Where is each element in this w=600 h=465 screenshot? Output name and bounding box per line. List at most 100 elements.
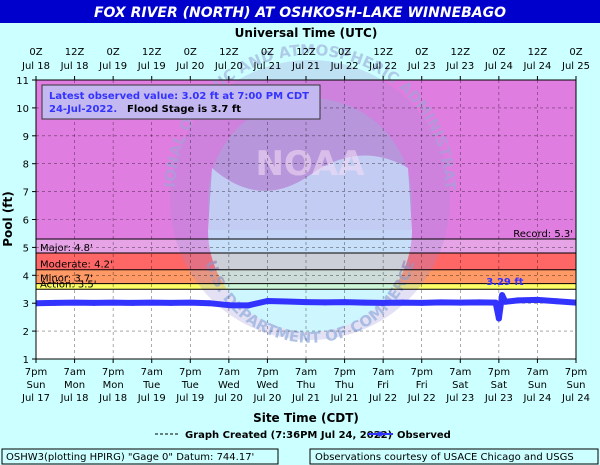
top-tick-label: 0Z <box>338 47 351 58</box>
y-tick-label: 7 <box>23 188 29 199</box>
observed-point <box>129 299 136 306</box>
legend: Graph Created (7:36PM Jul 24, 2022) Obse… <box>155 430 451 441</box>
bottom-tick-day: Sun <box>26 380 45 391</box>
bottom-tick-date: Jul 20 <box>252 393 281 404</box>
bottom-tick-date: Jul 19 <box>175 393 204 404</box>
top-tick-date: Jul 23 <box>407 61 436 72</box>
bottom-tick-day: Sat <box>452 380 468 391</box>
top-tick-date: Jul 25 <box>561 61 590 72</box>
top-tick-label: 12Z <box>296 47 316 58</box>
top-tick-label: 0Z <box>184 47 197 58</box>
record-stage-label: Record: 5.3' <box>513 229 573 240</box>
bottom-tick-date: Jul 21 <box>291 393 320 404</box>
observed-point <box>225 302 232 309</box>
bottom-tick-time: 7pm <box>333 367 355 378</box>
bottom-tick-date: Jul 24 <box>561 393 590 404</box>
top-tick-label: 0Z <box>492 47 505 58</box>
observed-point <box>90 299 97 306</box>
moderate-stage-label: Moderate: 4.2' <box>40 260 113 271</box>
bottom-tick-date: Jul 18 <box>98 393 127 404</box>
observed-point <box>245 302 252 309</box>
top-tick-label: 0Z <box>107 47 120 58</box>
top-tick-date: Jul 19 <box>98 61 127 72</box>
top-tick-label: 0Z <box>569 47 582 58</box>
top-tick-label: 12Z <box>373 47 393 58</box>
top-tick-date: Jul 18 <box>21 61 50 72</box>
top-tick-label: 12Z <box>528 47 548 58</box>
bottom-tick-day: Tue <box>181 380 199 391</box>
top-tick-date: Jul 23 <box>445 61 474 72</box>
latest-observed-date: 24-Jul-2022. <box>49 104 117 115</box>
observed-point <box>495 315 502 322</box>
y-tick-label: 11 <box>16 76 29 87</box>
observed-point <box>303 299 309 306</box>
top-tick-date: Jul 24 <box>522 61 551 72</box>
y-tick-label: 8 <box>23 160 29 171</box>
bottom-tick-day: Wed <box>257 380 279 391</box>
footer-right-box <box>309 448 599 465</box>
legend-observed: Observed <box>397 430 451 441</box>
y-tick-label: 10 <box>16 104 29 115</box>
title-bar <box>0 0 600 23</box>
top-tick-date: Jul 22 <box>368 61 397 72</box>
flood-stage-note: Flood Stage is 3.7 ft <box>127 104 241 115</box>
bottom-tick-time: 7am <box>295 367 317 378</box>
observed-point <box>360 299 367 306</box>
chart-title: FOX RIVER (NORTH) AT OSHKOSH-LAKE WINNEB… <box>94 5 506 21</box>
bottom-tick-time: 7am <box>218 367 240 378</box>
top-tick-label: 0Z <box>415 47 428 58</box>
observed-point <box>418 299 425 306</box>
latest-observation-box: Latest observed value: 3.02 ft at 7:00 P… <box>41 84 321 120</box>
bottom-tick-time: 7pm <box>488 367 510 378</box>
bottom-tick-day: Wed <box>218 380 240 391</box>
legend-graph-created: Graph Created (7:36PM Jul 24, 2022) <box>185 430 392 441</box>
observed-point <box>187 299 194 306</box>
observed-point <box>110 299 117 306</box>
bottom-tick-time: 7pm <box>102 367 124 378</box>
bottom-tick-time: 7pm <box>565 367 587 378</box>
bottom-tick-date: Jul 22 <box>368 393 397 404</box>
top-tick-label: 12Z <box>142 47 162 58</box>
bottom-tick-date: Jul 22 <box>407 393 436 404</box>
bottom-tick-date: Jul 23 <box>484 393 513 404</box>
top-tick-label: 12Z <box>450 47 470 58</box>
observed-point <box>457 299 464 306</box>
bottom-tick-date: Jul 23 <box>445 393 474 404</box>
bottom-tick-time: 7am <box>141 367 163 378</box>
observed-point <box>206 300 213 307</box>
observed-series-line <box>36 292 576 322</box>
top-tick-date: Jul 21 <box>252 61 281 72</box>
bottom-tick-time: 7am <box>526 367 548 378</box>
y-tick-label: 6 <box>23 216 29 227</box>
major-stage-label: Major: 4.8' <box>40 243 93 254</box>
top-tick-date: Jul 20 <box>175 61 204 72</box>
observed-point <box>264 297 271 304</box>
observed-point <box>52 299 59 306</box>
bottom-tick-day: Mon <box>64 380 85 391</box>
top-tick-date: Jul 24 <box>484 61 513 72</box>
y-tick-label: 4 <box>23 271 29 282</box>
bottom-tick-date: Jul 21 <box>330 393 359 404</box>
bottom-tick-day: Fri <box>416 380 428 391</box>
bottom-tick-time: 7am <box>372 367 394 378</box>
y-tick-label: 2 <box>23 327 29 338</box>
action-stage-label: Action: 3.5' <box>40 279 97 290</box>
observed-point <box>322 299 329 306</box>
bottom-tick-time: 7am <box>449 367 471 378</box>
minor-stage-label: Minor: 3.7' <box>40 274 93 285</box>
y-tick-label: 5 <box>23 243 29 254</box>
footer-left-box <box>1 448 279 465</box>
top-tick-date: Jul 20 <box>214 61 243 72</box>
observed-point <box>515 297 522 304</box>
y-axis-title: Pool (ft) <box>1 191 15 247</box>
bottom-tick-time: 7pm <box>25 367 47 378</box>
top-tick-date: Jul 21 <box>291 61 320 72</box>
bottom-tick-day: Mon <box>103 380 124 391</box>
bottom-tick-day: Fri <box>377 380 389 391</box>
observed-point <box>476 299 483 306</box>
top-tick-date: Jul 19 <box>137 61 166 72</box>
top-tick-label: 0Z <box>29 47 42 58</box>
observed-point <box>502 298 509 305</box>
top-tick-date: Jul 22 <box>330 61 359 72</box>
